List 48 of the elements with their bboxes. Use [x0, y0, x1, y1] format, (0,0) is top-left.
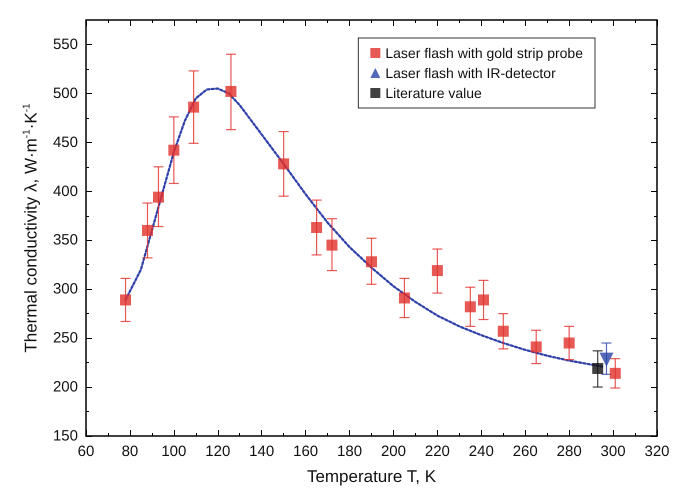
- y-tick-label: 200: [52, 378, 78, 396]
- x-tick-label: 300: [600, 443, 626, 460]
- y-tick-label: 450: [52, 134, 78, 151]
- point: [464, 301, 476, 312]
- point: [592, 362, 604, 374]
- point: [225, 86, 236, 97]
- x-tick-label: 100: [161, 443, 186, 460]
- y-tick-label: 250: [52, 330, 78, 347]
- x-tick-label: 120: [205, 443, 230, 460]
- point: [326, 240, 338, 251]
- point: [530, 341, 542, 352]
- x-tick-label: 60: [78, 443, 94, 460]
- x-tick-label: 80: [122, 443, 138, 460]
- point: [432, 265, 443, 276]
- point: [610, 368, 621, 379]
- point: [398, 292, 410, 304]
- point: [311, 222, 322, 234]
- point: [478, 294, 490, 306]
- y-axis-title: Thermal conductivity λ, W·m-1·K-1: [22, 102, 40, 353]
- point: [498, 326, 509, 337]
- point: [188, 102, 200, 113]
- x-tick-label: 280: [556, 443, 582, 460]
- y-tick-label: 150: [52, 428, 78, 444]
- point: [278, 158, 290, 170]
- y-tick-label: 500: [52, 84, 78, 102]
- x-tick-label: 220: [424, 443, 450, 460]
- x-tick-label: 160: [293, 443, 318, 460]
- point: [366, 256, 377, 268]
- y-tick-label: 350: [52, 232, 78, 249]
- point: [120, 294, 132, 306]
- point: [142, 224, 153, 236]
- x-axis-title: Temperature T, K: [306, 467, 437, 486]
- legend-label: Literature value: [385, 85, 482, 101]
- x-tick-label: 180: [337, 443, 362, 460]
- point: [168, 144, 180, 156]
- x-tick-label: 200: [380, 443, 406, 460]
- legend-label: Laser flash with gold strip probe: [385, 45, 584, 61]
- x-tick-label: 240: [468, 443, 494, 460]
- point: [152, 192, 164, 203]
- point: [564, 338, 575, 349]
- y-tick-label: 400: [52, 182, 78, 200]
- y-tick-label: 550: [52, 36, 78, 53]
- point: [599, 352, 614, 367]
- legend-label: Laser flash with IR-detector: [385, 65, 556, 81]
- x-tick-label: 260: [512, 443, 538, 460]
- x-tick-label: 140: [249, 443, 274, 460]
- y-tick-label: 300: [52, 280, 78, 298]
- x-tick-label: 320: [644, 443, 670, 460]
